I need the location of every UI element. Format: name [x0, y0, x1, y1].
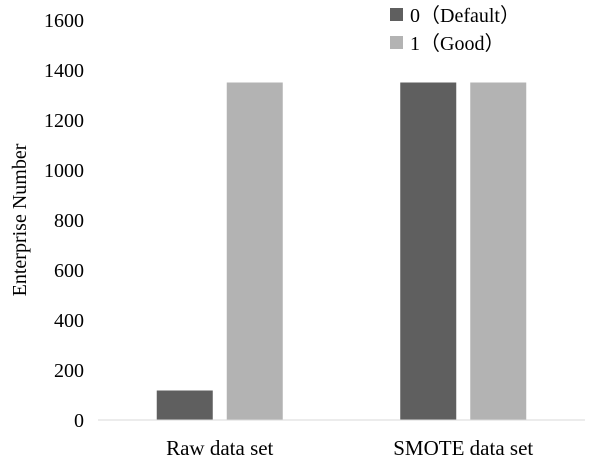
bar	[156, 390, 213, 420]
x-category-label: Raw data set	[166, 436, 273, 460]
y-tick-label: 400	[54, 310, 84, 332]
y-axis-ticks: 0 200 400 600 800 1000 1200 1400 1600	[44, 10, 84, 432]
legend: 0（Default） 1（Good）	[390, 4, 520, 55]
y-tick-label: 200	[54, 360, 84, 382]
y-tick-label: 1200	[44, 110, 84, 132]
x-category-label: SMOTE data set	[393, 436, 533, 460]
y-tick-label: 600	[54, 260, 84, 282]
bars	[156, 82, 527, 420]
bar	[470, 82, 527, 420]
y-tick-label: 1000	[44, 160, 84, 182]
legend-label: 1（Good）	[410, 32, 504, 55]
y-tick-label: 1400	[44, 60, 84, 82]
bar	[400, 82, 457, 420]
x-axis-categories: Raw data set SMOTE data set	[166, 436, 533, 460]
legend-label: 0（Default）	[410, 4, 520, 27]
y-axis-title: Enterprise Number	[9, 143, 31, 296]
bar	[226, 82, 283, 420]
legend-swatch	[390, 8, 403, 21]
y-tick-label: 1600	[44, 10, 84, 32]
legend-swatch	[390, 36, 403, 49]
y-tick-label: 800	[54, 210, 84, 232]
y-tick-label: 0	[74, 410, 84, 432]
